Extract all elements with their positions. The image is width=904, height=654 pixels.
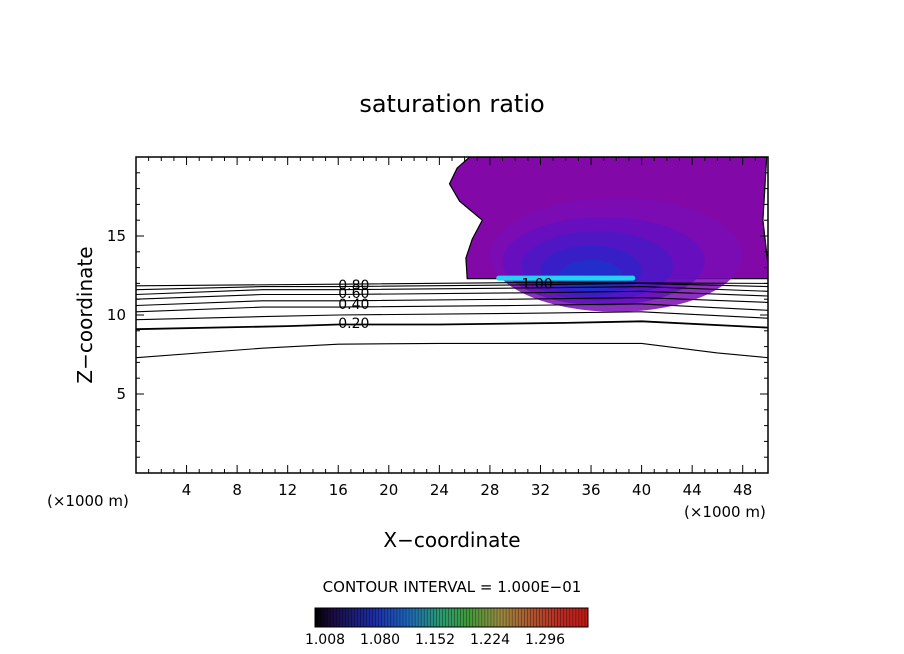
x-tick-label: 24 [430,481,449,499]
contour-label-1: 0.20 [338,316,369,332]
x-tick-label: 16 [329,481,348,499]
contour-label-5: 1.00 [522,276,553,292]
y-axis-label: Z−coordinate [73,246,97,383]
contour-line-1 [136,342,768,359]
y-axis-unit: (×1000 m) [47,492,129,510]
x-tick-label: 20 [379,481,398,499]
x-tick-label: 32 [531,481,550,499]
contour-line-9 [136,282,768,287]
contour-line-2 [136,320,768,331]
x-tick-label: 36 [581,481,600,499]
x-tick-labels: 4 8 12 16 20 24 28 32 36 40 44 48 [182,481,752,499]
y-tick-labels: 5 10 15 [107,227,126,403]
contour-label-2: 0.40 [338,297,369,313]
x-tick-label: 12 [278,481,297,499]
y-tick-label: 5 [116,385,126,403]
contour-line-5 [136,297,768,307]
x-tick-label: 40 [632,481,651,499]
contour-line-7 [136,286,768,296]
contour-label-3: 0.60 [338,286,369,302]
x-tick-label: 4 [182,481,192,499]
plot-area [136,157,768,359]
contour-line-3 [136,311,768,321]
contour-label-4: 0.80 [338,278,369,294]
colorbar-tick-label: 1.080 [360,632,400,648]
colorbar-tick-label: 1.296 [525,632,565,648]
colorbar-tick-label: 1.224 [470,632,510,648]
colorbar-tick-labels: 1.008 1.080 1.152 1.224 1.296 [305,632,565,648]
contour-lines [136,282,768,359]
saturation-highlight-band [496,275,636,281]
axis-ticks [136,157,768,473]
x-tick-label: 28 [480,481,499,499]
y-tick-label: 10 [107,306,126,324]
x-tick-label: 8 [232,481,242,499]
contour-line-6 [136,290,768,300]
contour-interval-text: CONTOUR INTERVAL = 1.000E−01 [323,578,582,596]
y-tick-label: 15 [107,227,126,245]
contour-line-4 [136,303,768,313]
colorbar-tick-label: 1.152 [415,632,455,648]
contour-labels: 0.20 0.400.600.80 1.00 [338,276,552,332]
contour-line-8 [136,282,768,291]
chart-title: saturation ratio [359,90,544,118]
x-axis-label: X−coordinate [383,528,520,552]
colorbar-divisions [317,608,586,627]
x-tick-label: 48 [733,481,752,499]
x-axis-unit: (×1000 m) [684,503,766,521]
colorbar: 1.008 1.080 1.152 1.224 1.296 [305,607,589,648]
colorbar-tick-label: 1.008 [305,632,345,648]
x-tick-label: 44 [683,481,702,499]
